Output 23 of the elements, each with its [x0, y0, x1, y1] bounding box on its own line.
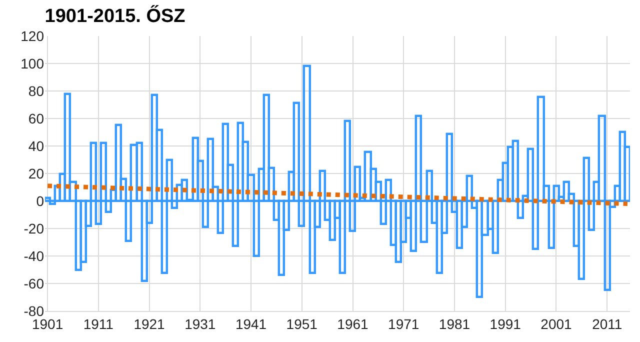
- x-tick-label: 1931: [184, 316, 216, 332]
- x-tick-label: 1981: [438, 316, 470, 332]
- x-tick-label: 1911: [83, 316, 114, 332]
- y-tick-label: 40: [28, 138, 44, 154]
- bar: [552, 184, 560, 202]
- x-tick-label: 1921: [134, 316, 166, 332]
- y-tick-label: 120: [20, 28, 44, 44]
- x-tick-label: 1971: [388, 316, 420, 332]
- x-tick-label: 2001: [540, 316, 572, 332]
- y-tick-label: 80: [28, 82, 44, 99]
- y-tick-label: 0: [36, 192, 44, 209]
- x-tick-label: 1951: [286, 316, 318, 332]
- y-tick-label: -60: [24, 275, 44, 292]
- y-tick-label: -40: [24, 248, 44, 264]
- x-tick-label: 1991: [490, 316, 522, 332]
- y-tick-label: -20: [24, 220, 44, 236]
- x-tick-label: 2011: [592, 316, 622, 332]
- x-tick-label: 1961: [337, 316, 369, 332]
- y-tick-label: 20: [28, 165, 44, 182]
- y-tick-label: 100: [20, 55, 44, 72]
- y-tick-label: 60: [28, 110, 44, 126]
- chart-title: 1901-2015. ŐSZ: [44, 4, 186, 27]
- x-tick-label: 1941: [235, 316, 267, 332]
